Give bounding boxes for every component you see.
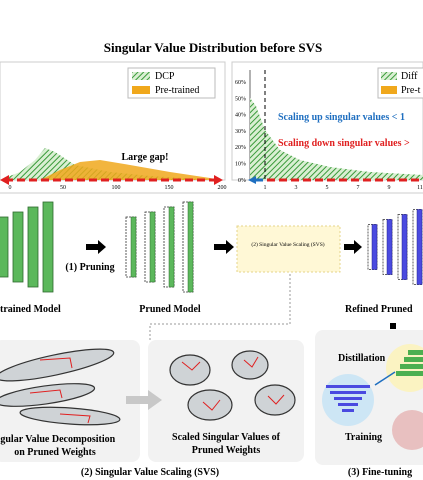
dcp-area — [0, 148, 220, 180]
y-tick-label: 20% — [235, 145, 246, 151]
diff-area — [250, 98, 423, 180]
layer-bar — [42, 201, 54, 293]
y-tick-label: 50% — [235, 96, 246, 102]
layer-bar — [130, 216, 137, 278]
svs-box — [236, 225, 341, 273]
step-label: (1) Pruning — [65, 262, 114, 273]
x-tick-label: 50 — [60, 185, 66, 191]
x-tick-label: 3 — [295, 185, 298, 191]
arrow — [344, 240, 362, 254]
pipeline — [0, 201, 423, 293]
legend-label: Pre-t — [401, 85, 421, 96]
layer-bar — [187, 201, 194, 293]
arrow-head — [0, 175, 9, 185]
y-tick-label: 60% — [235, 80, 246, 86]
connector — [149, 274, 291, 340]
right-plot: Scaling up singular values < 1 Scaling d… — [231, 61, 423, 191]
x-tick-label: 200 — [218, 185, 227, 191]
title: Singular Value Distribution before SVS — [104, 40, 322, 55]
layer-bar — [371, 224, 378, 270]
layer-bar — [12, 211, 24, 283]
y-tick-label: 30% — [235, 129, 246, 135]
layer-bar — [0, 216, 9, 278]
caption: Scaled Singular Values of — [172, 432, 281, 443]
panel-label: (3) Fine-tuning — [348, 467, 412, 478]
layer-bar — [416, 209, 423, 285]
layer-bar — [168, 206, 175, 288]
student-bars — [326, 385, 370, 412]
annotation: Scaling up singular values < 1 — [278, 112, 405, 123]
x-ticks: 0 50 100 150 200 — [9, 185, 227, 191]
model-label: Pruned Model — [139, 304, 201, 315]
layer-bar — [149, 211, 156, 283]
layer-bar — [386, 219, 393, 275]
x-tick-label: 11 — [417, 185, 423, 191]
annotation: Large gap! — [122, 152, 169, 163]
legend-swatch — [381, 86, 397, 94]
y-tick-label: 10% — [235, 162, 246, 168]
x-ticks: 1 3 5 7 9 11 — [264, 185, 423, 191]
vectors — [29, 356, 285, 424]
x-tick-label: 150 — [165, 185, 174, 191]
layer-bar — [401, 214, 408, 280]
arrow — [374, 371, 396, 386]
legend-swatch — [132, 86, 150, 94]
marker — [390, 323, 396, 329]
x-tick-label: 1 — [264, 185, 267, 191]
panel-label: (2) Singular Value Scaling (SVS) — [81, 467, 219, 478]
distillation-label: Distillation — [338, 353, 386, 364]
x-tick-label: 5 — [326, 185, 329, 191]
y-tick-label: 0% — [238, 178, 246, 184]
caption: ngular Value Decomposition — [0, 434, 116, 445]
svs-label: (2) Singular Value Scaling (SVS) — [251, 241, 324, 248]
arrow — [214, 240, 234, 254]
caption: on Pruned Weights — [14, 447, 96, 458]
annotation: Scaling down singular values > — [278, 138, 410, 149]
layer-bar — [27, 206, 39, 288]
image-icon — [392, 410, 423, 450]
model-label: Refined Pruned — [345, 304, 413, 315]
x-tick-label: 7 — [357, 185, 360, 191]
y-ticks: 60% 50% 40% 30% 20% 10% 0% — [235, 80, 246, 184]
left-plot: Large gap! DCP Pre-trained 0 50 100 150 200 — [0, 61, 227, 191]
x-tick-label: 0 — [9, 185, 12, 191]
caption: Pruned Weights — [192, 445, 261, 456]
training-label: Training — [345, 432, 382, 443]
legend-swatch — [132, 72, 150, 80]
arrow-head — [214, 175, 223, 185]
teacher-bars — [396, 350, 423, 376]
legend-label: DCP — [155, 71, 175, 82]
pretrained-area — [40, 160, 220, 180]
legend-swatch — [381, 72, 397, 80]
arrow-head — [248, 176, 256, 184]
y-tick-label: 40% — [235, 113, 246, 119]
model-label: trained Model — [0, 304, 61, 315]
legend-label: Diff — [401, 71, 418, 82]
legend-label: Pre-trained — [155, 85, 199, 96]
arrow — [126, 390, 162, 410]
x-tick-label: 100 — [112, 185, 121, 191]
arrow — [86, 240, 106, 254]
x-tick-label: 9 — [388, 185, 391, 191]
